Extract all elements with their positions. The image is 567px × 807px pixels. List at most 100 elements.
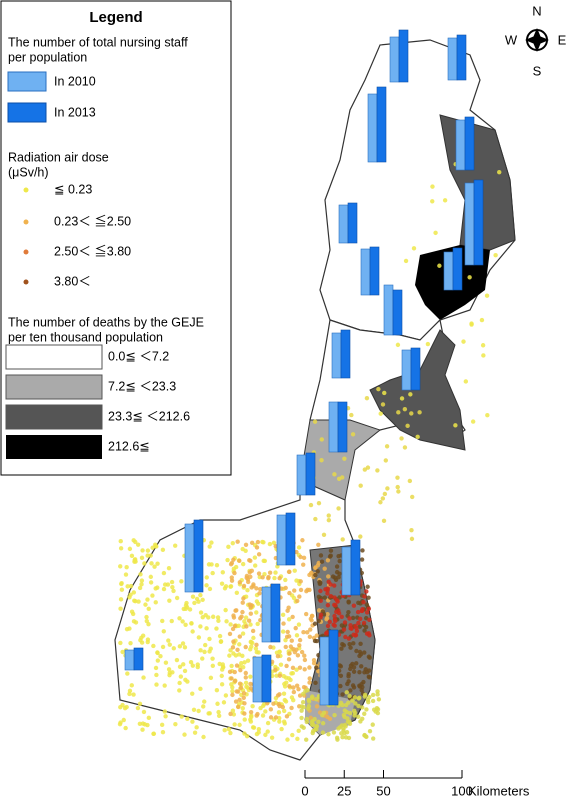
radiation-dot [118, 546, 124, 551]
radiation-dot [223, 693, 229, 698]
radiation-dot [256, 650, 261, 655]
radiation-dot [119, 580, 124, 586]
legend-heading: per ten thousand population [8, 330, 163, 344]
radiation-dot [181, 606, 186, 612]
radiation-dot [383, 458, 389, 463]
legend-dot [23, 219, 29, 225]
radiation-dot [249, 714, 254, 720]
radiation-dot [291, 685, 296, 690]
radiation-dot [312, 621, 318, 626]
radiation-dot [318, 612, 324, 618]
radiation-dot [320, 712, 325, 718]
legend-heading: The number of total nursing staff [8, 35, 188, 49]
radiation-dot [180, 641, 186, 646]
radiation-dot [365, 584, 370, 589]
scale-bar: Kilometers 0 25 50 100 [301, 770, 530, 798]
radiation-dot [248, 674, 253, 679]
radiation-dot [325, 603, 331, 608]
radiation-dot [356, 600, 361, 606]
radiation-dot [216, 713, 222, 718]
radiation-dot [230, 688, 235, 694]
legend-item: ≦ 0.23 [54, 182, 92, 196]
radiation-dot [349, 412, 354, 418]
legend-dot [23, 187, 29, 193]
radiation-dot [285, 608, 290, 613]
radiation-dot [280, 704, 286, 710]
radiation-dot [282, 721, 287, 726]
radiation-dot [260, 575, 265, 580]
radiation-dot [347, 693, 352, 699]
radiation-dot [189, 621, 194, 626]
radiation-dot [182, 668, 188, 674]
radiation-dot [190, 629, 195, 634]
radiation-dot [339, 614, 344, 620]
radiation-dot [120, 702, 125, 708]
radiation-dot [339, 723, 345, 728]
nursing-bar [252, 656, 263, 703]
radiation-dot [222, 586, 228, 591]
radiation-dot [198, 648, 203, 653]
nursing-bar [464, 182, 475, 266]
radiation-dot [124, 626, 130, 632]
compass-w: W [505, 32, 518, 47]
radiation-dot [348, 645, 353, 650]
radiation-dot [385, 486, 390, 491]
nursing-bar [350, 539, 361, 596]
radiation-dot [463, 379, 469, 384]
radiation-dot [170, 670, 175, 675]
radiation-dot [257, 591, 262, 596]
radiation-dot [161, 570, 167, 576]
radiation-dot [277, 576, 282, 581]
radiation-dot [484, 293, 490, 298]
nursing-bar [464, 116, 475, 171]
nursing-bar [376, 86, 387, 163]
radiation-dot [232, 722, 237, 727]
radiation-dot [258, 617, 263, 623]
radiation-dot [292, 568, 297, 573]
radiation-dot [344, 690, 349, 695]
legend-swatch [5, 374, 103, 400]
radiation-dot [347, 616, 352, 621]
radiation-dot [316, 652, 321, 658]
radiation-dot [399, 396, 405, 401]
radiation-dot [154, 682, 159, 687]
radiation-dot [336, 610, 342, 616]
radiation-dot [294, 578, 299, 583]
radiation-dot [153, 665, 159, 671]
radiation-dot [362, 650, 367, 655]
radiation-dot [347, 710, 353, 716]
radiation-dot [305, 587, 310, 593]
radiation-dot [325, 623, 331, 629]
radiation-dot [221, 700, 227, 705]
radiation-dot [210, 656, 215, 661]
radiation-dot [382, 390, 387, 396]
radiation-dot [272, 575, 277, 581]
radiation-dot [354, 628, 360, 634]
legend-item: 7.2≦ ＜23.3 [108, 379, 176, 393]
radiation-dot [318, 588, 323, 594]
radiation-dot [235, 704, 241, 710]
radiation-dot [312, 727, 317, 733]
radiation-dot [208, 646, 213, 651]
nursing-bar [331, 332, 342, 379]
radiation-dot [209, 540, 214, 545]
radiation-dot [402, 406, 408, 412]
radiation-dot [326, 517, 332, 523]
radiation-dot [325, 586, 330, 591]
nursing-bar [270, 583, 281, 643]
radiation-dot [348, 626, 353, 631]
radiation-dot [357, 683, 362, 688]
radiation-dot [217, 633, 223, 639]
radiation-dot [359, 570, 364, 576]
radiation-dot [346, 599, 351, 604]
radiation-dot [242, 731, 247, 736]
radiation-dot [297, 643, 302, 648]
radiation-dot [358, 641, 363, 646]
radiation-dot [226, 726, 232, 732]
radiation-dot [306, 706, 311, 711]
radiation-dot [247, 558, 252, 563]
radiation-dot [258, 587, 263, 592]
nursing-bar [319, 636, 330, 706]
radiation-dot [229, 575, 234, 580]
radiation-dot [260, 539, 265, 545]
